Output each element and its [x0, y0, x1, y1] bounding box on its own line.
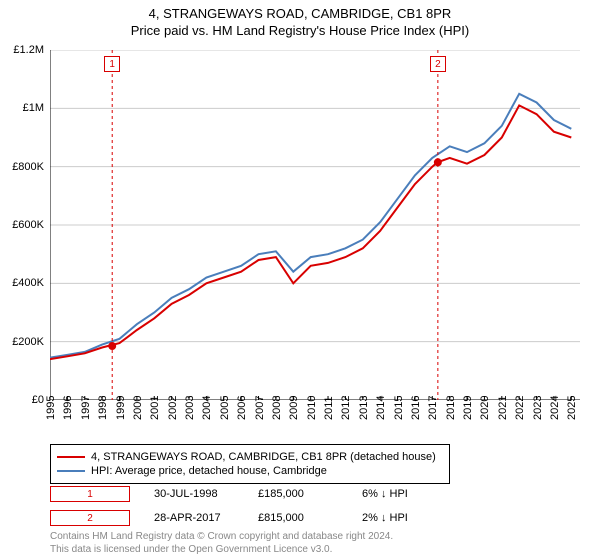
legend-item: HPI: Average price, detached house, Camb…	[57, 465, 443, 477]
titles: 4, STRANGEWAYS ROAD, CAMBRIDGE, CB1 8PR …	[0, 0, 600, 38]
y-tick-label: £800K	[12, 161, 44, 173]
x-tick-label: 2013	[358, 396, 370, 420]
page-subtitle: Price paid vs. HM Land Registry's House …	[0, 23, 600, 38]
x-tick-label: 2025	[566, 396, 578, 420]
legend-swatch	[57, 456, 85, 458]
sale-delta: 6% ↓ HPI	[362, 488, 442, 500]
legend-item: 4, STRANGEWAYS ROAD, CAMBRIDGE, CB1 8PR …	[57, 451, 443, 463]
x-tick-label: 2012	[340, 396, 352, 420]
x-axis-labels: 1995199619971998199920002001200220032004…	[50, 402, 580, 440]
x-tick-label: 2023	[532, 396, 544, 420]
page-title: 4, STRANGEWAYS ROAD, CAMBRIDGE, CB1 8PR	[0, 6, 600, 21]
plot-svg	[50, 50, 580, 400]
arrow-down-icon: ↓	[381, 488, 387, 500]
x-tick-label: 2008	[271, 396, 283, 420]
x-tick-label: 2003	[184, 396, 196, 420]
sale-marker: 1	[50, 486, 130, 502]
sale-row: 2 28-APR-2017 £815,000 2% ↓ HPI	[50, 510, 442, 526]
x-tick-label: 2015	[393, 396, 405, 420]
x-tick-label: 2017	[427, 396, 439, 420]
legend-label: 4, STRANGEWAYS ROAD, CAMBRIDGE, CB1 8PR …	[91, 451, 436, 463]
x-tick-label: 2011	[323, 396, 335, 420]
x-tick-label: 2024	[549, 396, 561, 420]
y-tick-label: £600K	[12, 219, 44, 231]
legend: 4, STRANGEWAYS ROAD, CAMBRIDGE, CB1 8PR …	[50, 444, 450, 484]
chart-area: £0£200K£400K£600K£800K£1M£1.2M12	[50, 50, 580, 400]
legend-label: HPI: Average price, detached house, Camb…	[91, 465, 327, 477]
chart-container: 4, STRANGEWAYS ROAD, CAMBRIDGE, CB1 8PR …	[0, 0, 600, 560]
y-tick-label: £1M	[23, 102, 44, 114]
x-tick-label: 2000	[132, 396, 144, 420]
sale-delta: 2% ↓ HPI	[362, 512, 442, 524]
x-tick-label: 2004	[201, 396, 213, 420]
sale-row: 1 30-JUL-1998 £185,000 6% ↓ HPI	[50, 486, 442, 502]
x-tick-label: 1996	[62, 396, 74, 420]
sale-date: 28-APR-2017	[154, 512, 234, 524]
sale-price: £815,000	[258, 512, 338, 524]
x-tick-label: 2019	[462, 396, 474, 420]
x-tick-label: 1995	[45, 396, 57, 420]
y-tick-label: £0	[32, 394, 44, 406]
x-tick-label: 2018	[445, 396, 457, 420]
attribution: Contains HM Land Registry data © Crown c…	[50, 530, 393, 556]
y-tick-label: £200K	[12, 336, 44, 348]
x-tick-label: 2020	[479, 396, 491, 420]
x-tick-label: 2009	[288, 396, 300, 420]
chart-marker: 1	[104, 56, 120, 72]
arrow-down-icon: ↓	[381, 512, 387, 524]
x-tick-label: 2002	[167, 396, 179, 420]
x-tick-label: 2016	[410, 396, 422, 420]
x-tick-label: 2007	[254, 396, 266, 420]
x-tick-label: 2022	[514, 396, 526, 420]
x-tick-label: 2005	[219, 396, 231, 420]
sale-date: 30-JUL-1998	[154, 488, 234, 500]
sale-marker: 2	[50, 510, 130, 526]
x-tick-label: 1997	[80, 396, 92, 420]
sale-price: £185,000	[258, 488, 338, 500]
x-tick-label: 2014	[375, 396, 387, 420]
y-tick-label: £400K	[12, 277, 44, 289]
x-tick-label: 2006	[236, 396, 248, 420]
x-tick-label: 2010	[306, 396, 318, 420]
legend-swatch	[57, 470, 85, 472]
x-tick-label: 2001	[149, 396, 161, 420]
x-tick-label: 1998	[97, 396, 109, 420]
x-tick-label: 1999	[115, 396, 127, 420]
chart-marker: 2	[430, 56, 446, 72]
y-tick-label: £1.2M	[13, 44, 44, 56]
x-tick-label: 2021	[497, 396, 509, 420]
